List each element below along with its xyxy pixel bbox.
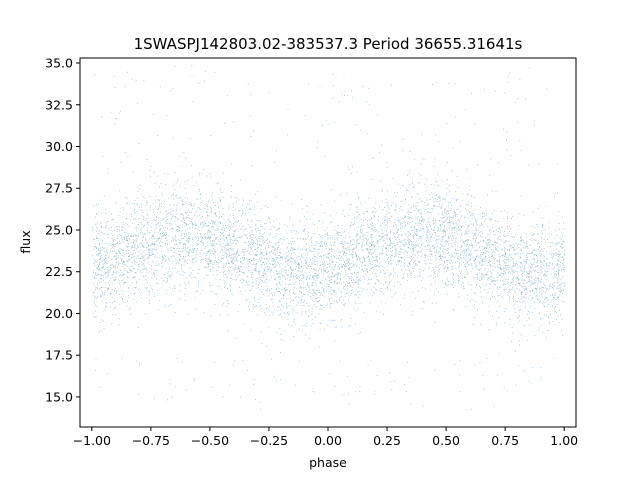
- x-tick-label: −0.75: [132, 433, 170, 448]
- y-tick-label: 30.0: [45, 139, 73, 154]
- x-tick-label: 0.50: [432, 433, 460, 448]
- x-tick-label: 0.25: [373, 433, 401, 448]
- chart-title: 1SWASPJ142803.02-383537.3 Period 36655.3…: [134, 35, 523, 53]
- scatter-points: [91, 65, 566, 411]
- plot-frame: [79, 57, 577, 428]
- x-tick-label: 0.75: [491, 433, 519, 448]
- x-axis: −1.00 −0.75 −0.50 −0.25 0.00 0.25 0.50 0.75 1.00: [73, 427, 578, 448]
- y-tick-label: 35.0: [45, 56, 73, 71]
- y-tick-label: 25.0: [45, 222, 73, 237]
- x-tick-label: 0.00: [314, 433, 342, 448]
- y-axis-label: flux: [18, 230, 33, 253]
- y-tick-label: 17.5: [45, 348, 73, 363]
- y-tick-label: 20.0: [45, 306, 73, 321]
- y-tick-label: 22.5: [45, 264, 73, 279]
- y-tick-label: 15.0: [45, 389, 73, 404]
- y-tick-label: 32.5: [45, 97, 73, 112]
- y-axis: 15.0 17.5 20.0 22.5 25.0 27.5 30.0 32.5 35.0: [45, 56, 80, 404]
- flux-points: [91, 65, 566, 411]
- x-tick-label: −1.00: [73, 433, 111, 448]
- x-tick-label: −0.50: [191, 433, 229, 448]
- x-tick-label: 1.00: [550, 433, 578, 448]
- x-axis-label: phase: [309, 455, 347, 470]
- y-tick-label: 27.5: [45, 181, 73, 196]
- x-tick-label: −0.25: [250, 433, 288, 448]
